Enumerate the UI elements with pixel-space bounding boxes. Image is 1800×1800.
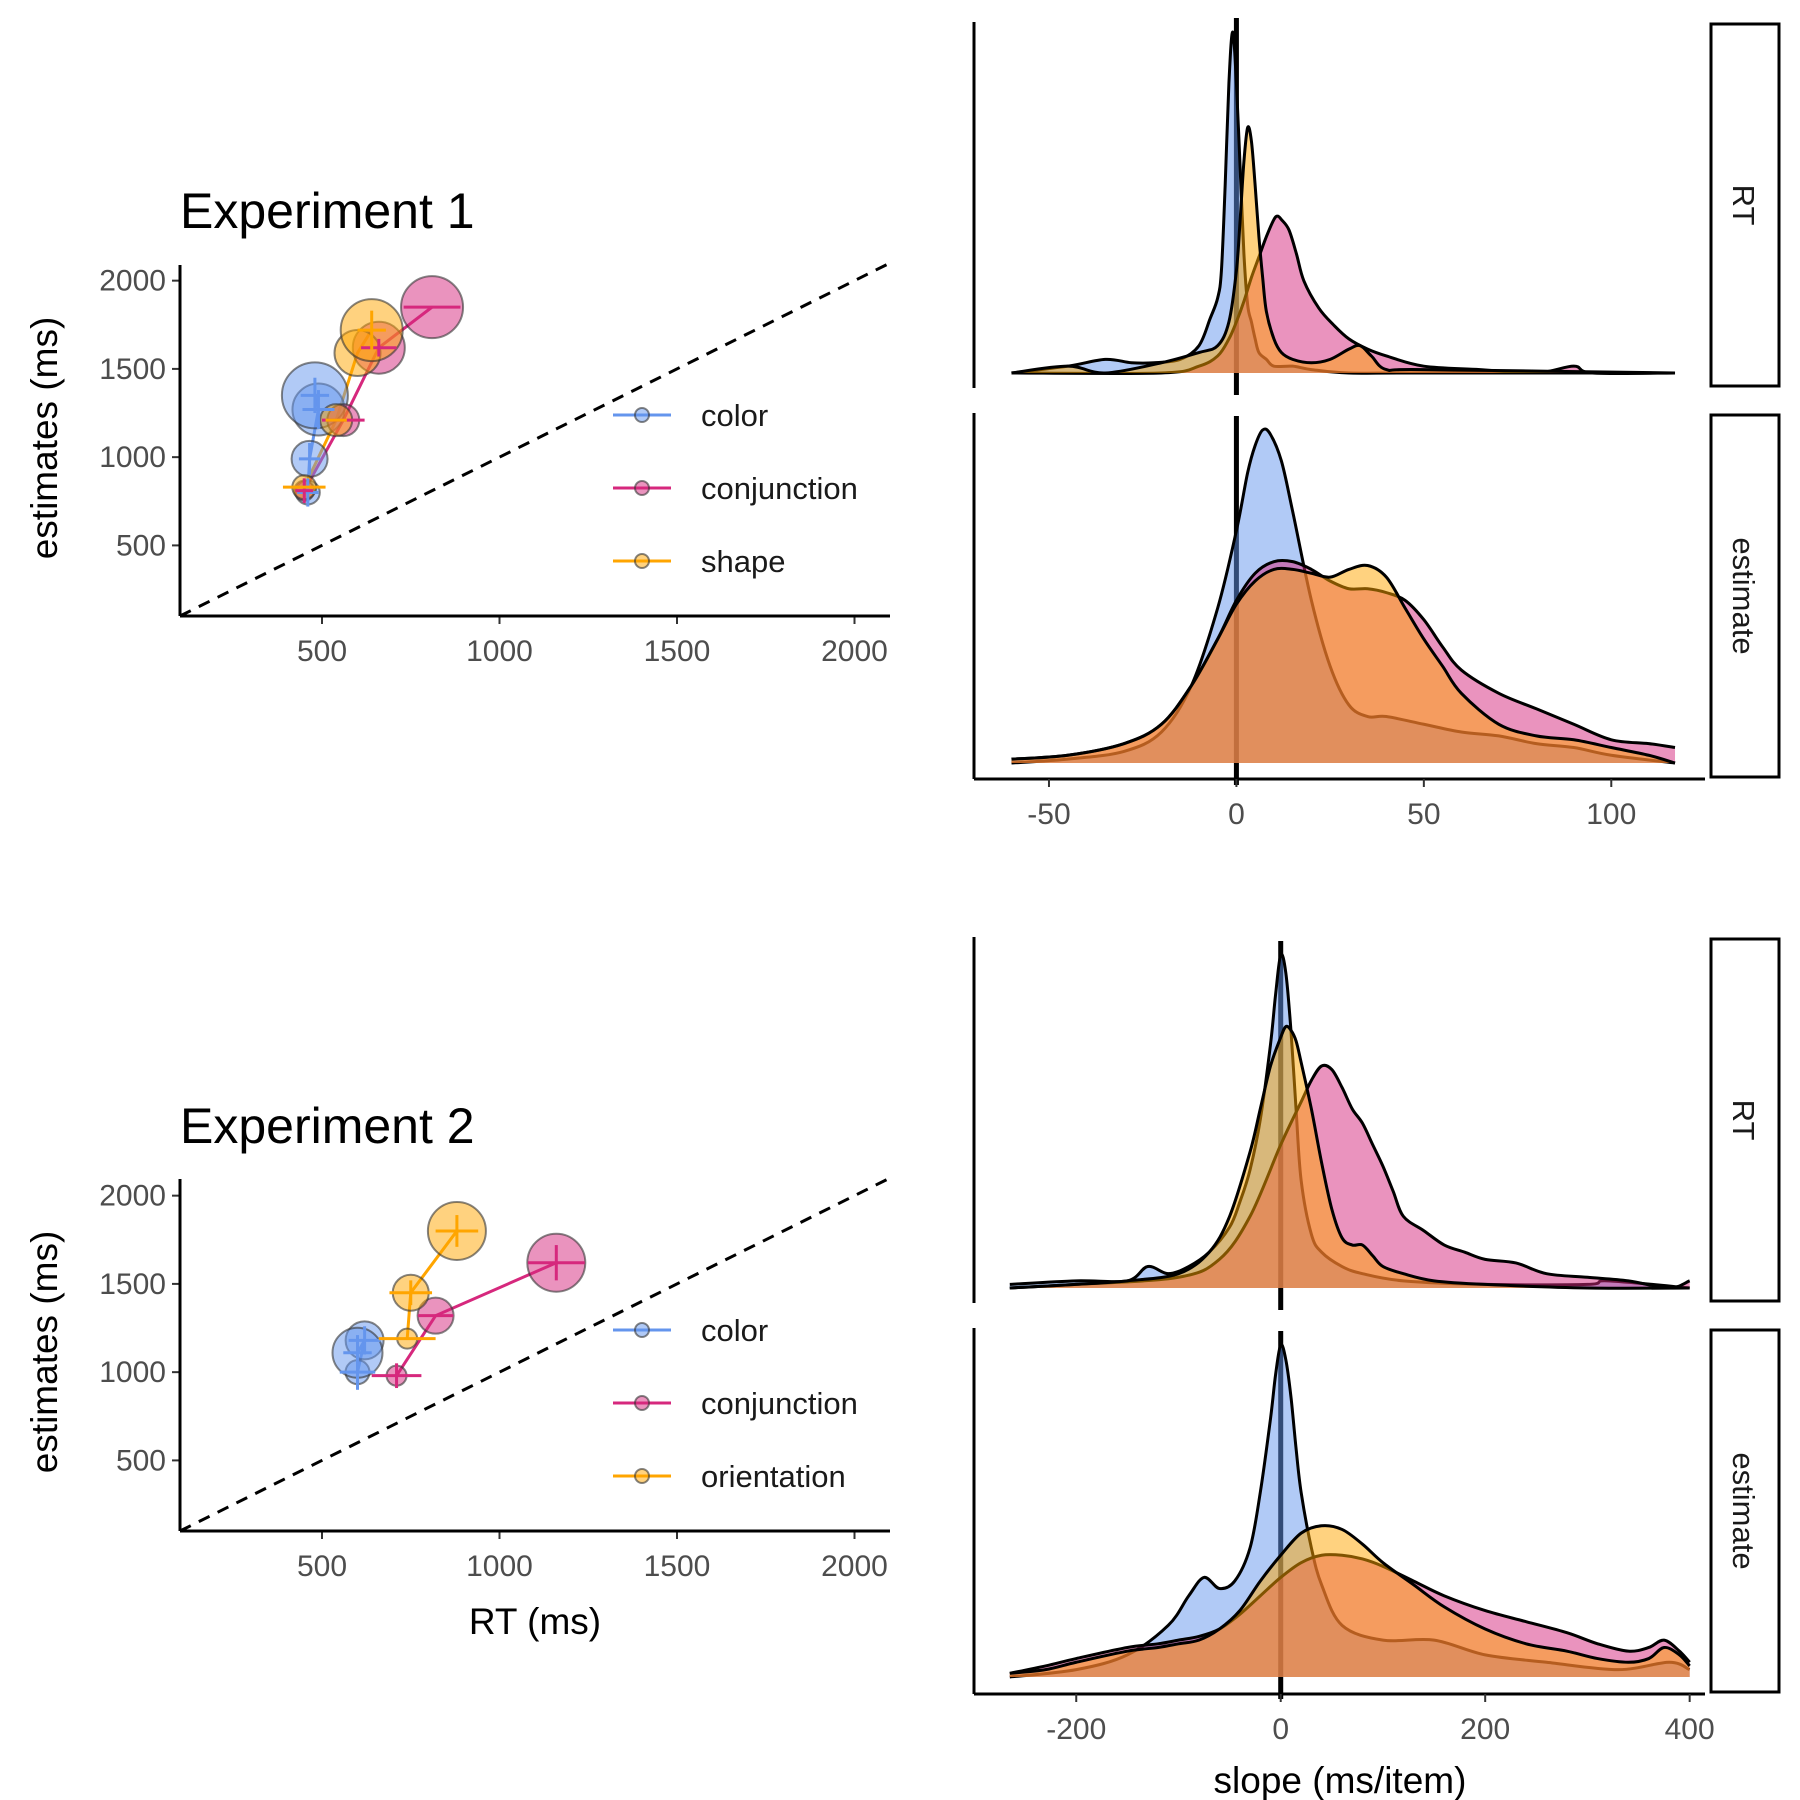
- legend-label-conjunction: conjunction: [701, 1386, 858, 1421]
- legend-key-point-conjunction: [634, 1395, 650, 1411]
- legend-key-point-conjunction: [634, 480, 650, 496]
- slope-x-tick-label: -50: [1027, 798, 1070, 831]
- slope-x-tick-label: 0: [1272, 1713, 1289, 1746]
- conjunction-density-area-rt: [1009, 1065, 1690, 1288]
- experiment-2-legend: color conjunction orientation: [613, 1313, 858, 1494]
- y-tick-label: 1500: [99, 353, 166, 386]
- experiment-1-marks: [179, 261, 891, 618]
- slope-x-tick-label: 0: [1228, 798, 1245, 831]
- y-tick-label: 2000: [99, 1180, 166, 1213]
- y-tick-label: 1000: [99, 1356, 166, 1389]
- legend-label-color: color: [701, 398, 768, 433]
- experiment-1-ticks: 500 1000 1500 2000 500 1000 1500 2000: [99, 265, 888, 668]
- slope-x-tick-label: -200: [1046, 1713, 1106, 1746]
- y-tick-label: 2000: [99, 265, 166, 298]
- experiment-2-y-axis-title: estimates (ms): [24, 1231, 65, 1474]
- shape-density-outline-estimate: [1011, 563, 1676, 765]
- x-tick-label: 2000: [821, 1550, 888, 1583]
- y-tick-label: 500: [116, 1444, 166, 1477]
- experiment-1-scatter-panel: Experiment 1 estimates (ms) 500 1000 1500 2…: [24, 183, 891, 668]
- experiment-1-y-axis-title: estimates (ms): [24, 317, 65, 560]
- orientation-density-outline-rt: [1009, 1024, 1690, 1290]
- x-tick-label: 1000: [466, 1550, 533, 1583]
- experiment-2-marks: [179, 1176, 891, 1533]
- legend-label-shape: shape: [701, 544, 785, 579]
- y-tick-label: 1000: [99, 441, 166, 474]
- experiment-2-ticks: 500 1000 1500 2000 500 1000 1500 2000: [99, 1180, 888, 1583]
- slope-x-tick-label: 400: [1665, 1713, 1715, 1746]
- legend-key-point-shape: [634, 553, 650, 569]
- y-tick-label: 500: [116, 529, 166, 562]
- shape-density-outline-rt: [1011, 125, 1676, 375]
- legend-key-point-orientation: [634, 1468, 650, 1484]
- color-density-outline-rt: [1011, 30, 1676, 375]
- x-tick-label: 2000: [821, 635, 888, 668]
- experiment-2-strip-rt-label: RT: [1726, 1100, 1761, 1141]
- x-tick-label: 1500: [644, 1550, 711, 1583]
- legend-label-color: color: [701, 1313, 768, 1348]
- legend-key-point-color: [634, 1322, 650, 1338]
- legend-key-point-color: [634, 407, 650, 423]
- identity-reference-line: [179, 261, 891, 618]
- conjunction-density-area-rt: [1011, 216, 1676, 374]
- experiment-2-density-panel: -200 0 200 400 slope (ms/item) RT estimate: [972, 937, 1781, 1800]
- y-tick-label: 1500: [99, 1268, 166, 1301]
- color-density-area-rt: [1011, 32, 1676, 374]
- experiment-1-density-facet-rt: [1011, 18, 1676, 395]
- experiment-2-x-axis-title: RT (ms): [469, 1601, 601, 1642]
- experiment-1-title: Experiment 1: [180, 183, 475, 239]
- legend-label-conjunction: conjunction: [701, 471, 858, 506]
- experiment-2-strip-estimate: [1709, 1328, 1781, 1694]
- orientation-density-outline-estimate: [1009, 1524, 1691, 1675]
- experiment-1-strip-estimate: [1709, 413, 1781, 779]
- experiment-1-strip-estimate-label: estimate: [1726, 537, 1761, 654]
- orientation-density-area-estimate: [1009, 1525, 1690, 1677]
- x-tick-label: 500: [297, 635, 347, 668]
- experiment-2-density-ticks: -200 0 200 400: [1046, 1694, 1715, 1746]
- experiment-2-density-facet-estimate: [1009, 1331, 1691, 1699]
- slope-x-tick-label: 50: [1407, 798, 1440, 831]
- experiment-2-title: Experiment 2: [180, 1098, 475, 1154]
- experiment-2-density-facet-rt: [1009, 941, 1691, 1310]
- x-tick-label: 500: [297, 1550, 347, 1583]
- experiment-2-scatter-panel: Experiment 2 estimates (ms) RT (ms) 500 1…: [24, 1098, 891, 1642]
- slope-x-axis-title: slope (ms/item): [1214, 1760, 1467, 1800]
- experiment-2-strip-rt: [1709, 937, 1781, 1303]
- shape-density-area-estimate: [1011, 565, 1676, 763]
- slope-x-tick-label: 200: [1460, 1713, 1510, 1746]
- experiment-1-density-facet-estimate: [1011, 416, 1676, 785]
- experiment-1-legend: color conjunction shape: [613, 398, 858, 579]
- x-tick-label: 1500: [644, 635, 711, 668]
- x-tick-label: 1000: [466, 635, 533, 668]
- slope-x-tick-label: 100: [1586, 798, 1636, 831]
- experiment-1-strip-rt-label: RT: [1726, 185, 1761, 226]
- legend-label-orientation: orientation: [701, 1459, 846, 1494]
- experiment-1-density-ticks: -50 0 50 100: [1027, 779, 1636, 831]
- experiment-1-strip-rt: [1709, 22, 1781, 388]
- experiment-1-density-panel: -50 0 50 100 RT estimate: [972, 18, 1781, 831]
- identity-reference-line: [179, 1176, 891, 1533]
- experiment-2-strip-estimate-label: estimate: [1726, 1452, 1761, 1569]
